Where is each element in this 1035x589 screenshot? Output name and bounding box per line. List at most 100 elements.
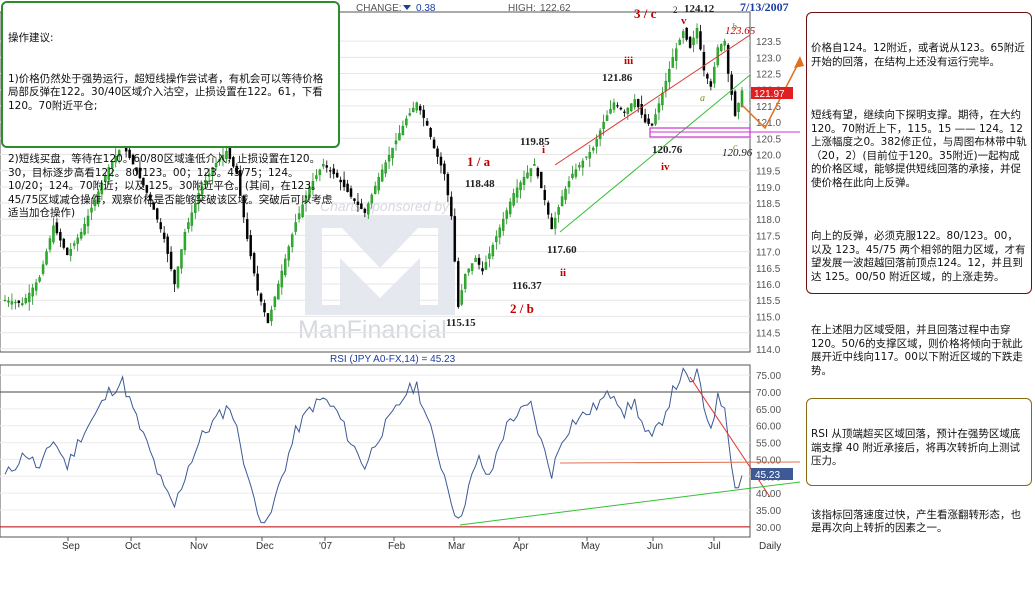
rsi-comment-2: 该指标回落速度过快，产生看涨翻转形态，也是再次向上转折的因素之一。 [811,508,1021,535]
chart-header: CHANGE: 0.38 HIGH: 122.62 7/13/2007 [356,0,789,14]
candle-body [297,213,301,220]
candle-body [553,217,557,229]
candle-body [114,155,117,163]
candle-body [301,204,304,218]
candle-body [183,231,187,251]
candle-body [156,208,159,220]
price-comment-1: 价格自124。12附近，或者说从123。65附近开始的回落，在结构上还没有运行完… [811,42,1025,68]
label-119-85: 119.85 [520,136,550,148]
price-tick-label: 115.5 [756,296,781,307]
candle-body [259,293,263,302]
wave-2: 2 [673,5,678,15]
wave-labels: 3 / c 1 / a 2 / b i ii iii iv v a b c 2 [467,5,738,316]
rsi-tick-label: 65.00 [756,405,781,416]
candle-body [128,149,131,158]
candle-body [422,109,425,118]
rsi-tick-label: 75.00 [756,371,781,382]
wave-b: b [732,22,737,33]
x-tick-label: Sep [62,541,80,552]
candle-body [187,222,190,230]
candle-body [713,66,716,84]
candle-body [723,40,726,46]
candle-body [574,169,578,177]
candle-body [66,247,69,256]
candle-body [502,219,505,231]
candle-body [491,244,495,257]
candle-body [429,128,432,137]
candle-body [740,90,744,107]
candle-body [616,105,619,107]
candle-body [588,152,591,159]
watermark-sponsor: Charts sponsored by: [320,198,453,214]
advice-title: 操作建议: [8,32,54,44]
candle-body [436,148,439,157]
candle-body [394,140,398,145]
candle-body [605,115,609,121]
candle-body [280,270,284,288]
x-tick-label: Dec [256,541,274,552]
watermark-brand: ManFinancial [298,316,447,344]
candle-body [256,273,259,291]
candle-body [519,182,522,191]
candle-body [733,91,737,116]
candle-body [17,300,21,303]
price-tick-label: 120.0 [756,150,781,161]
label-121-86: 121.86 [602,72,633,84]
candle-body [24,298,27,304]
candle-body [522,176,526,185]
projection-arrowhead [794,56,804,68]
wave-2b: 2 / b [510,301,534,316]
rsi-tick-label: 35.00 [756,506,781,517]
candle-body [391,147,394,159]
candle-body [315,175,318,180]
candle-body [111,161,114,169]
candle-body [107,167,111,180]
candle-body [533,163,536,166]
candle-body [481,268,484,272]
candle-body [619,107,623,110]
candle-body [540,171,543,189]
channel-upper-line [554,34,751,166]
candle-body [726,44,730,74]
candle-body [284,258,287,276]
rsi-tick-label: 55.00 [756,439,781,450]
candle-body [166,236,169,254]
price-tick-label: 115.0 [756,312,781,323]
candle-body [180,249,183,269]
candle-body [484,262,488,270]
candle-body [100,183,104,195]
candle-body [737,102,740,112]
candle-body [384,162,387,174]
candle-body [681,31,685,38]
candle-body [609,108,612,114]
advice-line-2: 2)短线买盘，等待在120。60/80区域逢低介入，止损设置在120。30，目标… [8,153,333,219]
price-annotations: 124.12 123.65 121.86 120.76 120.96 119.8… [446,3,756,329]
candle-body [602,121,605,129]
candle-body [505,210,508,219]
candle-body [41,264,45,274]
candle-body [526,172,529,179]
candle-body [242,196,245,218]
candle-body [623,111,626,113]
candle-body [97,191,100,204]
candle-body [34,282,38,291]
candle-body [446,173,450,196]
candle-body [699,31,702,50]
candle-body [370,194,374,204]
candle-body [650,123,654,126]
price-axis: 114.0 114.5 115.0 115.5 116.0 116.5 117.0 117.5… [756,37,781,356]
candle-body [360,203,363,209]
candle-body [287,246,290,261]
candle-body [214,163,218,168]
candle-body [398,133,401,141]
candle-body [239,169,242,196]
candle-body [557,207,560,215]
price-tick-label: 119.5 [756,167,781,178]
candle-body [69,248,72,256]
candle-body [702,52,706,71]
candle-body [194,202,197,213]
x-tick-label: Jun [647,541,663,552]
candle-body [169,251,173,270]
candle-body [197,193,200,204]
price-tick-label: 117.5 [756,231,781,242]
